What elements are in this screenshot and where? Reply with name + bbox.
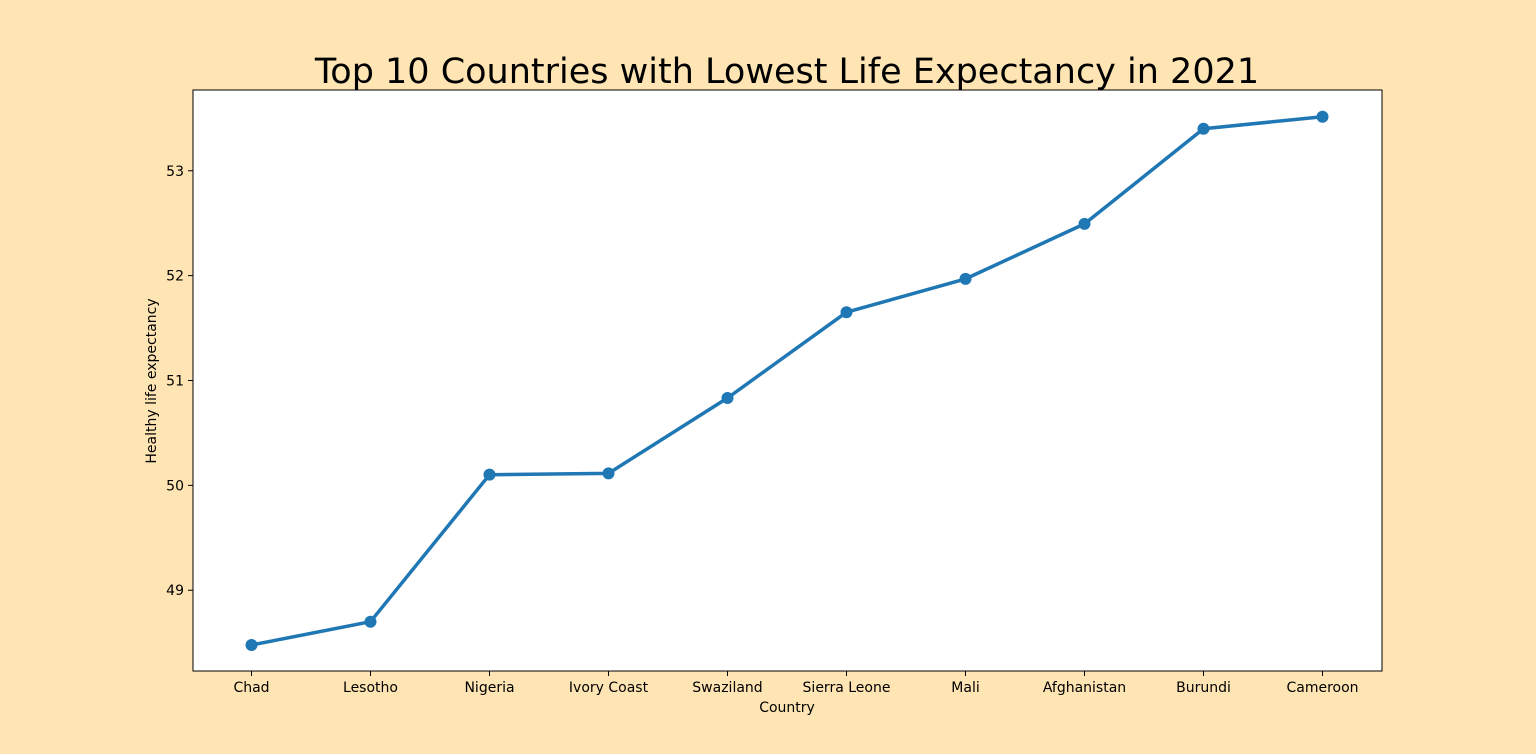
- y-tick-label: 52: [166, 269, 184, 285]
- x-tick-label: Sierra Leone: [803, 680, 891, 696]
- data-point-burundi: [1197, 122, 1210, 135]
- y-tick-label: 53: [166, 164, 184, 180]
- y-axis-label: Healthy life expectancy: [144, 298, 160, 463]
- data-point-swaziland: [721, 392, 734, 405]
- data-point-nigeria: [483, 468, 496, 481]
- x-tick-label: Lesotho: [343, 680, 398, 696]
- data-point-sierra-leone: [840, 306, 853, 319]
- x-axis-label: Country: [759, 700, 815, 716]
- x-tick-label: Afghanistan: [1043, 680, 1126, 696]
- y-tick-label: 50: [166, 478, 184, 494]
- x-tick-label: Burundi: [1176, 680, 1231, 696]
- x-tick-label: Mali: [951, 680, 979, 696]
- data-point-afghanistan: [1078, 217, 1091, 230]
- x-tick-label: Swaziland: [692, 680, 762, 696]
- y-tick-label: 49: [166, 583, 184, 599]
- x-tick-label: Cameroon: [1286, 680, 1358, 696]
- data-point-mali: [959, 272, 972, 285]
- y-tick-label: 51: [166, 374, 184, 390]
- plot-frame: [192, 89, 1383, 672]
- series-group: [245, 110, 1329, 651]
- plot-area: [193, 90, 1382, 671]
- x-tick-label: Nigeria: [464, 680, 514, 696]
- y-axis-ticks: 49 50 51 52 53: [166, 164, 193, 599]
- data-point-lesotho: [364, 615, 377, 628]
- series-line: [249, 114, 1325, 647]
- x-axis-ticks: Chad Lesotho Nigeria Ivory Coast Swaziland Si…: [233, 671, 1359, 696]
- x-tick-label: Chad: [233, 680, 269, 696]
- data-point-chad: [245, 638, 258, 651]
- data-point-ivory-coast: [602, 467, 615, 480]
- chart-title: Top 10 Countries with Lowest Life Expect…: [314, 52, 1259, 92]
- x-tick-label: Ivory Coast: [569, 680, 649, 696]
- data-point-cameroon: [1316, 110, 1329, 123]
